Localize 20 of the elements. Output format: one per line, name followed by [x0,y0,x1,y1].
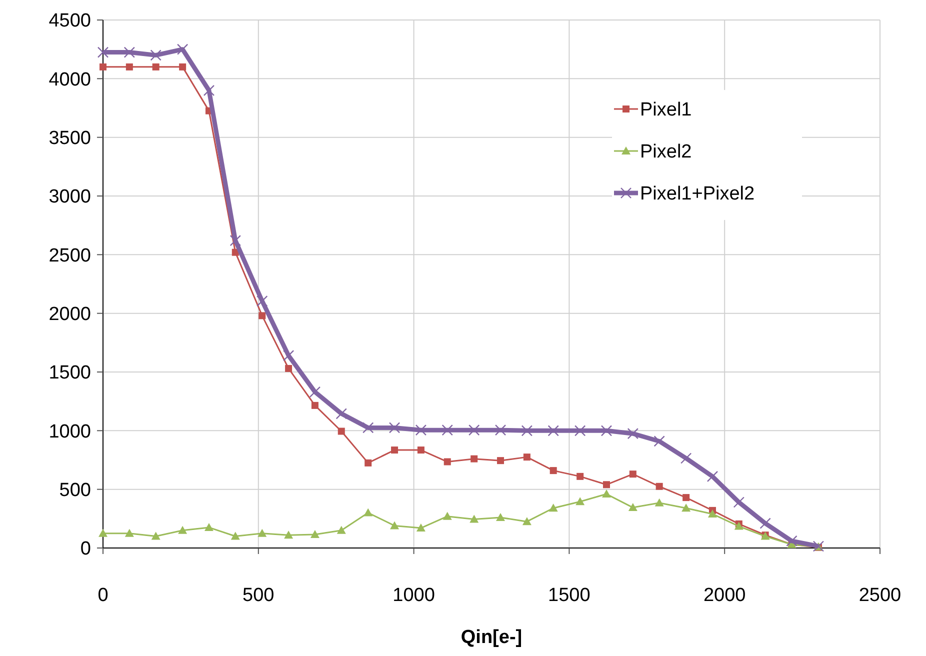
y-tick-label: 3500 [48,128,91,149]
x-tick-label: 2000 [703,585,746,606]
y-tick-label: 4000 [48,69,91,90]
y-tick-label: 1000 [48,421,91,442]
x-tick-label: 2500 [858,585,902,606]
x-tick-label: 1500 [548,585,590,606]
x-tick-label: 1000 [392,585,435,606]
legend-label: Pixel1+Pixel2 [640,184,755,205]
legend-label: Pixel1 [640,100,692,121]
y-tick-label: 3000 [48,186,91,208]
legend-label: Pixel2 [640,142,692,163]
y-tick-label: 4500 [48,10,91,32]
x-tick-label: 500 [242,585,274,606]
x-axis-title: Qin[e-] [460,627,522,648]
y-tick-label: 500 [59,480,91,501]
y-tick-label: 1500 [48,362,91,384]
y-tick-label: 2000 [48,304,91,325]
y-tick-label: 0 [80,538,91,560]
y-tick-label: 2500 [48,245,91,266]
x-tick-label: 0 [98,585,108,606]
